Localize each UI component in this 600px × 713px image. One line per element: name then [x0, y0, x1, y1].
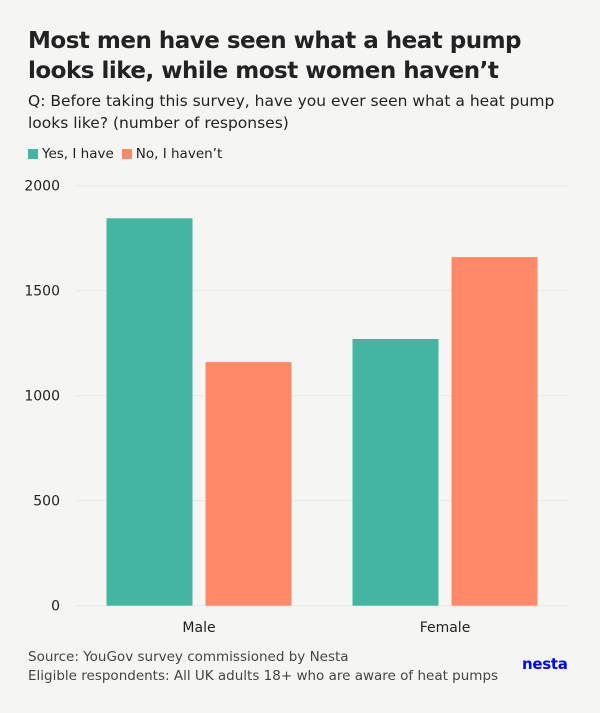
y-tick-label: 1500 — [24, 284, 60, 300]
chart-subtitle: Q: Before taking this survey, have you e… — [28, 92, 555, 132]
eligibility-note: Eligible respondents: All UK adults 18+ … — [28, 668, 499, 684]
nesta-logo: nesta — [522, 655, 568, 673]
bar-male-yes — [106, 218, 193, 606]
legend: Yes, I have No, I haven’t — [28, 146, 222, 162]
y-tick-label: 0 — [51, 599, 60, 615]
legend-item-no: No, I haven’t — [121, 146, 223, 162]
bar-male-no — [205, 362, 292, 606]
legend-label-yes: Yes, I have — [42, 146, 114, 162]
legend-swatch-yes — [28, 149, 38, 159]
legend-label-no: No, I haven’t — [135, 146, 223, 162]
bar-female-no — [451, 257, 538, 606]
y-tick-label: 1000 — [24, 389, 60, 405]
legend-swatch-no — [121, 149, 132, 159]
x-tick-label: Male — [182, 620, 215, 636]
y-tick-label: 2000 — [24, 179, 60, 195]
chart-title: Most men have seen what a heat pump look… — [28, 28, 522, 84]
bar-female-yes — [352, 339, 439, 606]
y-tick-label: 500 — [33, 494, 60, 510]
legend-item-yes: Yes, I have — [28, 146, 114, 162]
x-tick-label: Female — [420, 620, 471, 636]
footer: Source: YouGov survey commissioned by Ne… — [28, 648, 498, 686]
source-note: Source: YouGov survey commissioned by Ne… — [28, 649, 349, 665]
